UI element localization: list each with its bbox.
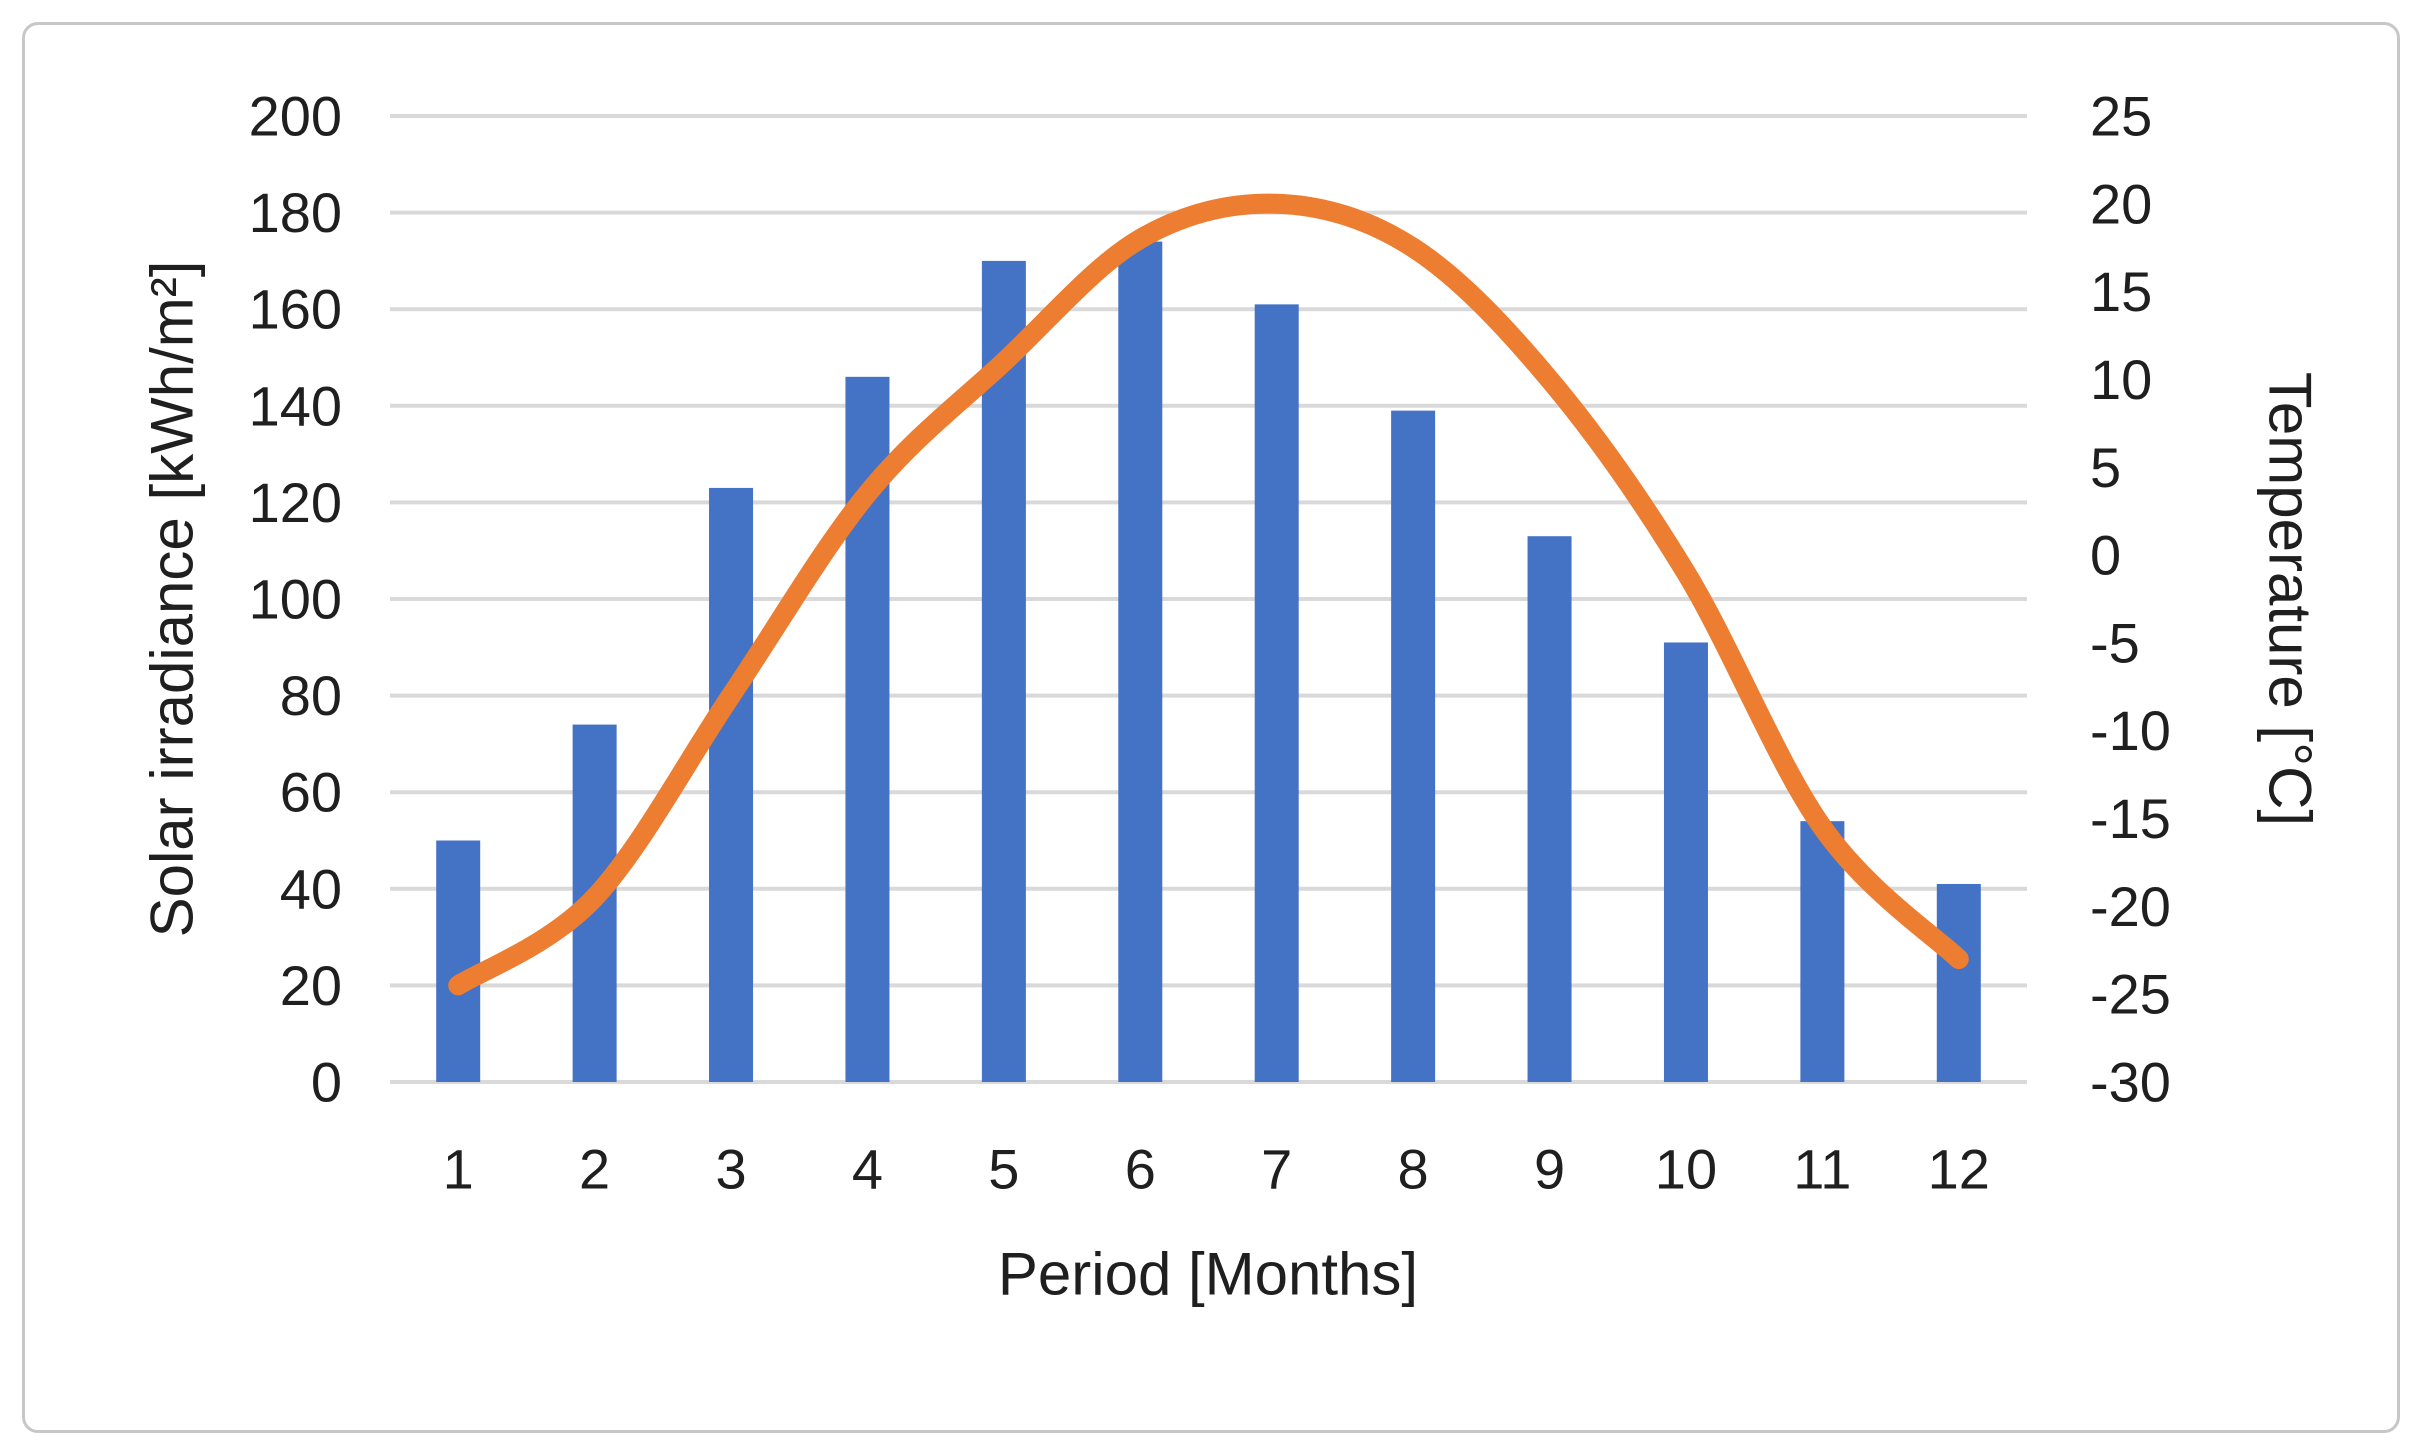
- secondary-tick--5: -5: [2090, 611, 2140, 674]
- primary-tick-140: 140: [249, 374, 342, 437]
- primary-tick-80: 80: [280, 664, 342, 727]
- bar-series-layer: [436, 241, 1981, 1082]
- tick-labels-layer: 2001801601401201008060402002520151050-5-…: [249, 85, 2171, 1201]
- secondary-tick-10: 10: [2090, 348, 2152, 411]
- month-label-10: 10: [1655, 1138, 1717, 1201]
- bar-month-3: [709, 487, 754, 1082]
- secondary-tick-25: 25: [2090, 85, 2152, 148]
- month-label-5: 5: [988, 1138, 1019, 1201]
- bar-month-6: [1118, 241, 1163, 1082]
- secondary-tick-20: 20: [2090, 172, 2152, 235]
- primary-tick-120: 120: [249, 471, 342, 534]
- month-label-11: 11: [1793, 1138, 1851, 1201]
- primary-axis-title: Solar irradiance [kWh/m²]: [139, 261, 206, 938]
- secondary-axis-title: Temperature [°C]: [2257, 372, 2324, 826]
- month-label-4: 4: [852, 1138, 883, 1201]
- month-label-2: 2: [579, 1138, 610, 1201]
- bar-month-12: [1936, 883, 1981, 1082]
- secondary-tick--25: -25: [2090, 963, 2171, 1026]
- primary-tick-60: 60: [280, 761, 342, 824]
- secondary-tick-0: 0: [2090, 524, 2121, 587]
- secondary-tick-15: 15: [2090, 260, 2152, 323]
- bar-month-8: [1391, 410, 1436, 1082]
- primary-tick-160: 160: [249, 278, 342, 341]
- bar-month-7: [1254, 304, 1299, 1082]
- secondary-tick--20: -20: [2090, 875, 2171, 938]
- primary-tick-40: 40: [280, 857, 342, 920]
- line-series-layer: [448, 193, 1969, 996]
- gridlines-layer: [390, 114, 2027, 1084]
- month-label-3: 3: [715, 1138, 746, 1201]
- primary-tick-0: 0: [311, 1051, 342, 1114]
- bar-month-10: [1663, 642, 1708, 1082]
- bar-month-9: [1527, 536, 1572, 1082]
- x-axis-title: Period [Months]: [998, 1241, 1418, 1308]
- primary-tick-20: 20: [280, 954, 342, 1017]
- secondary-tick-5: 5: [2090, 436, 2121, 499]
- month-label-9: 9: [1534, 1138, 1565, 1201]
- secondary-tick--15: -15: [2090, 787, 2171, 850]
- primary-tick-100: 100: [249, 568, 342, 631]
- temperature-line: [448, 193, 1969, 996]
- month-label-6: 6: [1125, 1138, 1156, 1201]
- month-label-12: 12: [1928, 1138, 1990, 1201]
- secondary-tick--30: -30: [2090, 1051, 2171, 1114]
- bar-month-1: [436, 840, 481, 1082]
- month-label-7: 7: [1261, 1138, 1292, 1201]
- month-label-1: 1: [443, 1138, 474, 1201]
- bar-month-11: [1800, 821, 1845, 1082]
- secondary-tick--10: -10: [2090, 699, 2171, 762]
- primary-tick-180: 180: [249, 181, 342, 244]
- month-label-8: 8: [1398, 1138, 1429, 1201]
- bar-month-5: [981, 260, 1026, 1082]
- primary-tick-200: 200: [249, 85, 342, 148]
